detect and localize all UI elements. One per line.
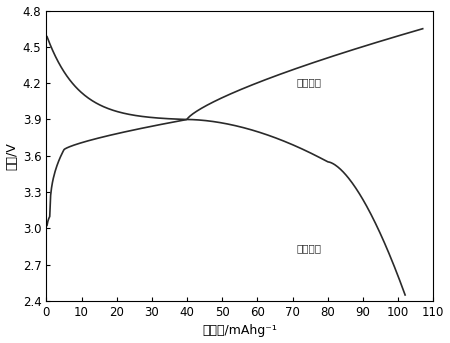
Y-axis label: 电压/V: 电压/V <box>5 142 18 170</box>
X-axis label: 比容量/mAhg⁻¹: 比容量/mAhg⁻¹ <box>202 324 277 338</box>
Text: 充电曲线: 充电曲线 <box>296 77 321 87</box>
Text: 放电曲线: 放电曲线 <box>296 243 321 253</box>
